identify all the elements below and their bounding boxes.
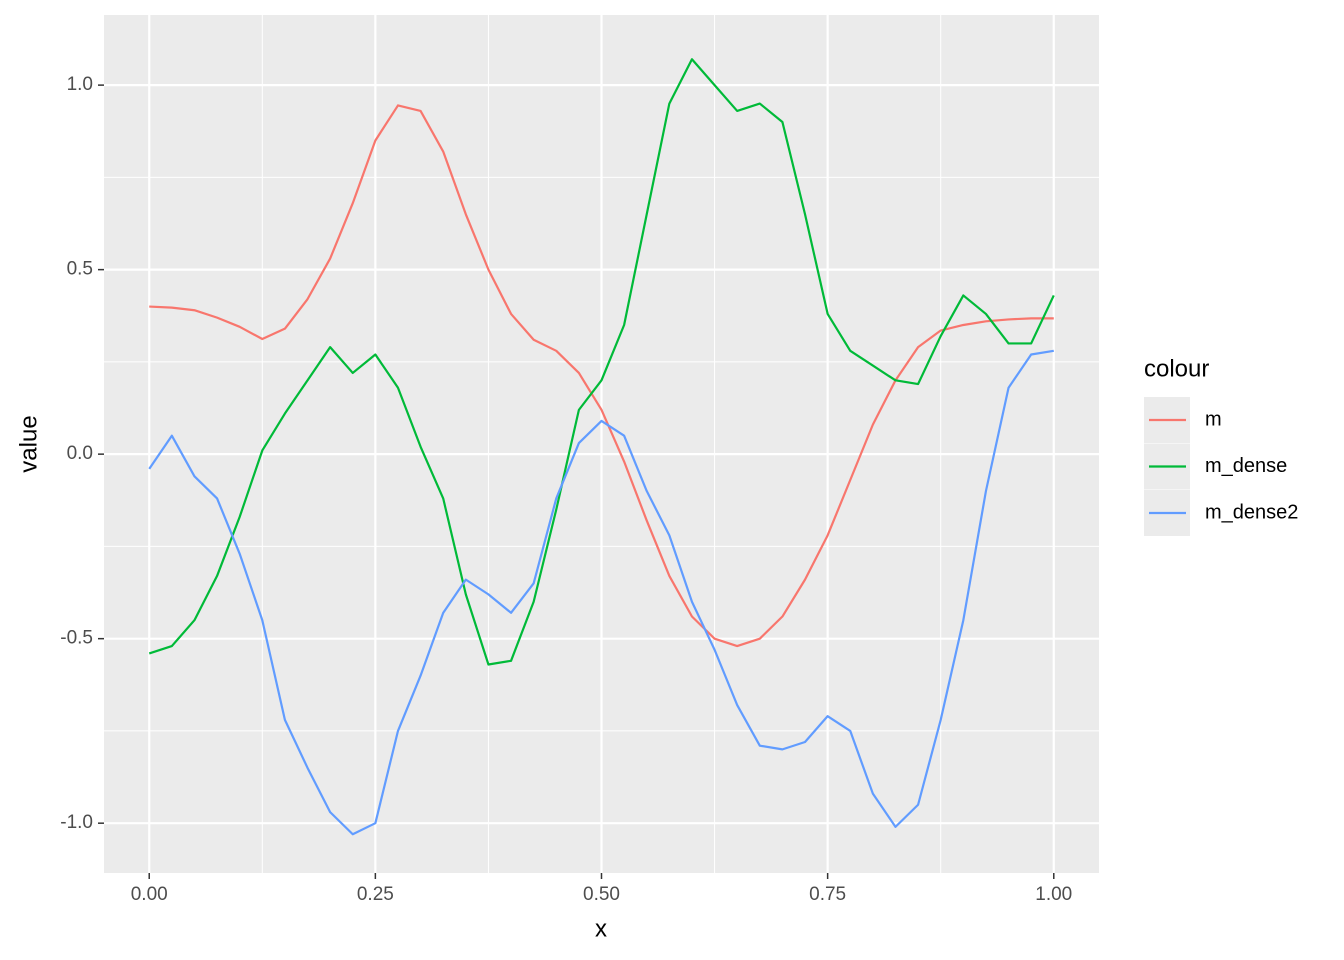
x-tick-label: 0.25 [357,884,394,905]
legend-label: m [1205,408,1222,430]
y-tick-label: -0.5 [60,628,93,649]
x-axis-title: x [595,915,607,942]
x-tick-label: 0.75 [809,884,846,905]
legend-title: colour [1144,355,1209,382]
y-tick-label: 0.0 [67,443,93,464]
legend-label: m_dense2 [1205,501,1298,523]
x-tick-label: 1.00 [1035,884,1072,905]
y-tick-label: 1.0 [67,74,93,95]
x-tick-label: 0.00 [131,884,168,905]
y-tick-label: -1.0 [60,812,93,833]
y-tick-label: 0.5 [67,259,93,280]
x-tick-label: 0.50 [583,884,620,905]
y-axis-title: value [15,415,42,472]
series-line [148,58,1055,666]
series-line [148,349,1054,836]
legend-label: m_dense [1205,455,1287,477]
series-line [149,104,1054,648]
